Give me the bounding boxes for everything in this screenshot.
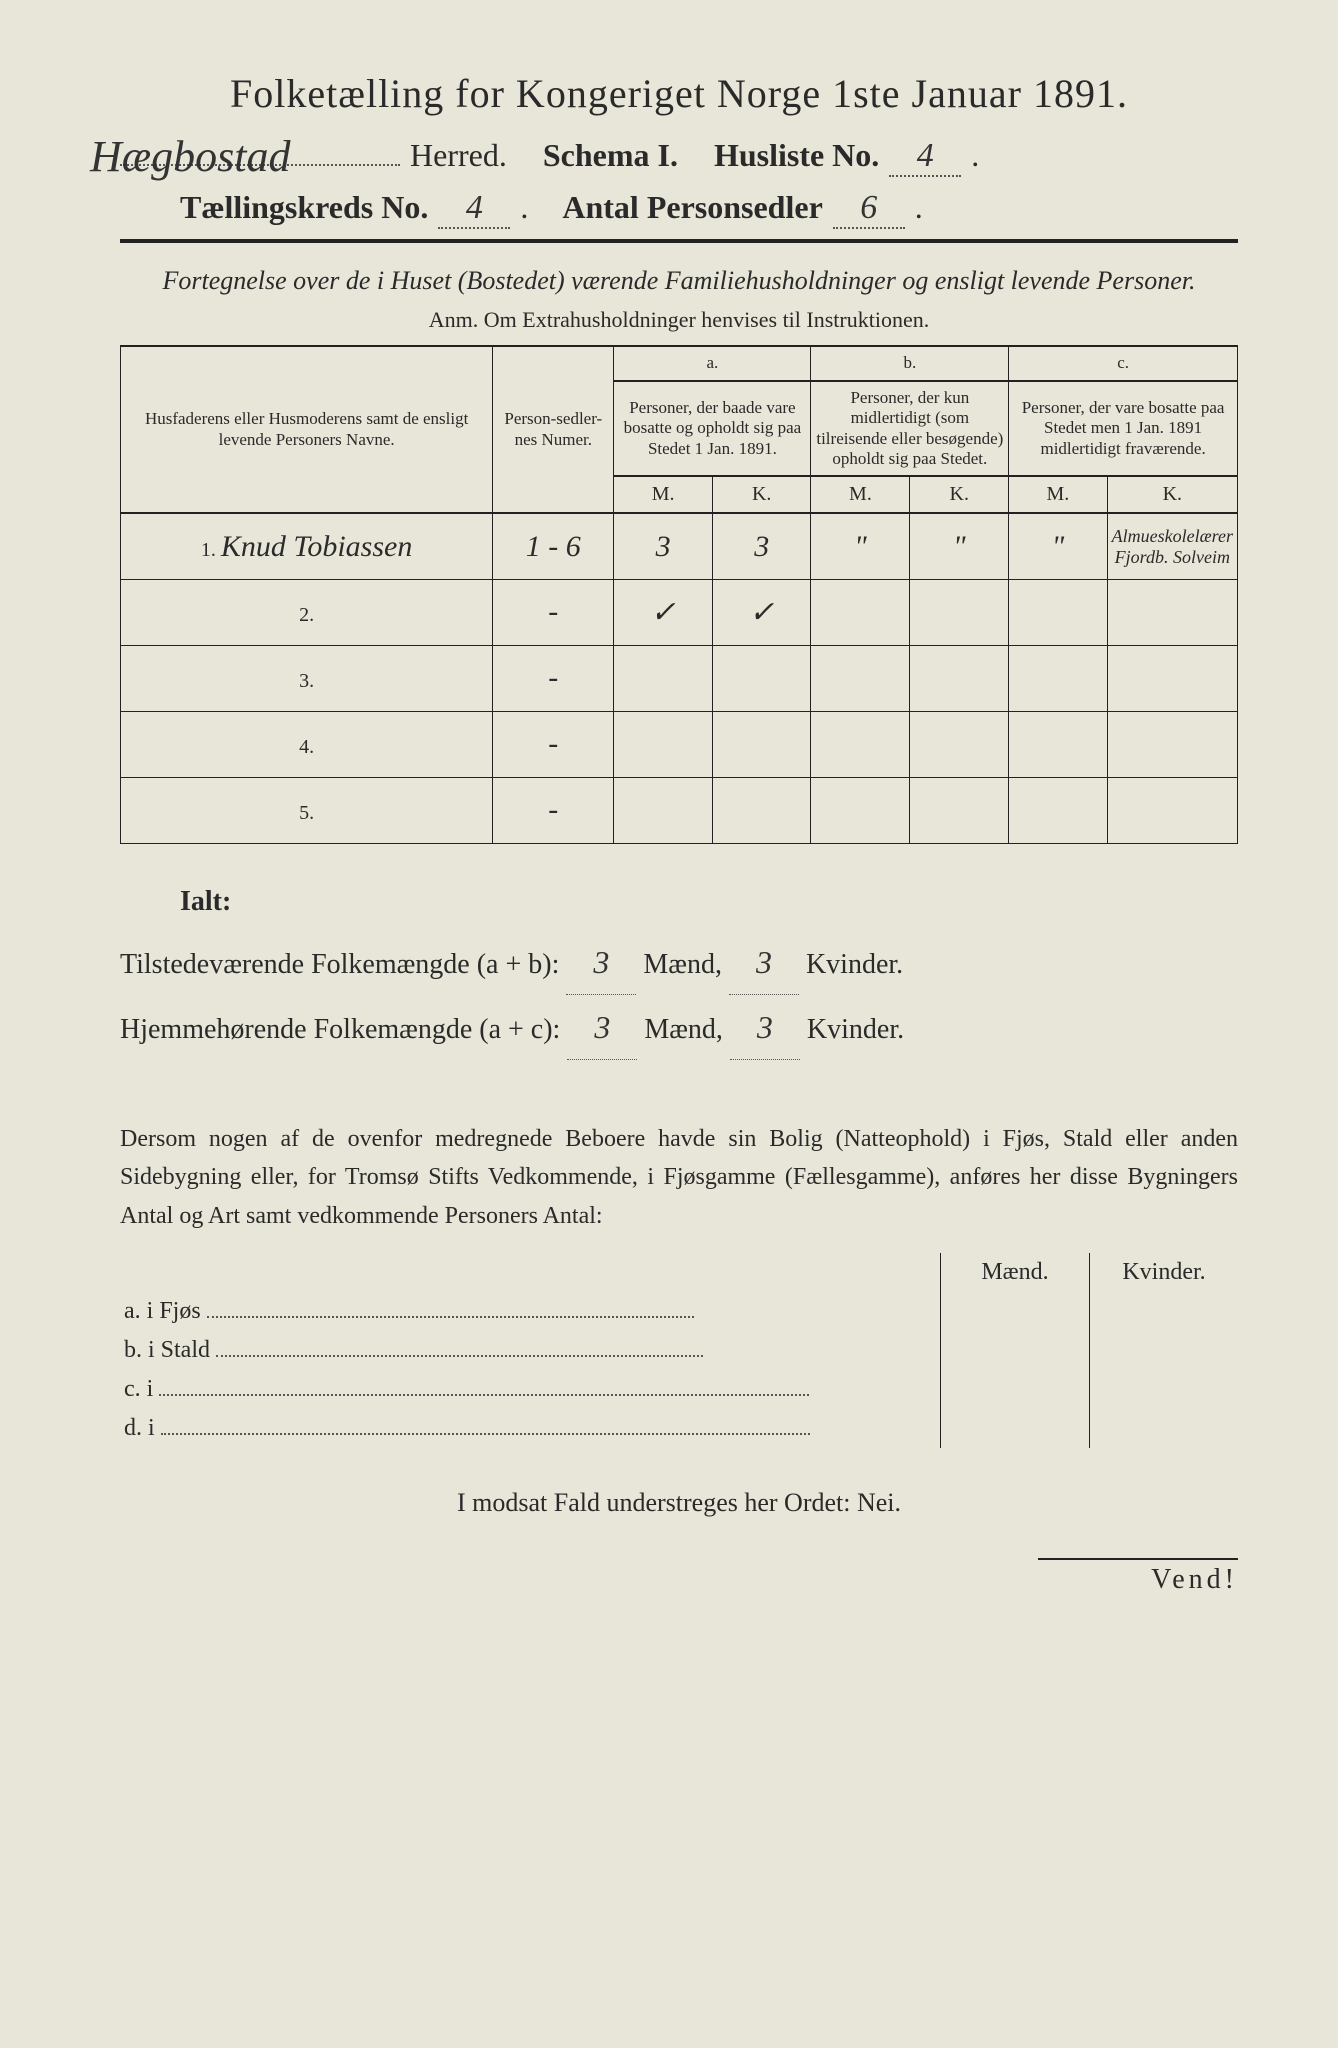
antal-personsedler: 6 <box>833 189 905 229</box>
husliste-no: 4 <box>889 137 961 177</box>
census-table: Husfaderens eller Husmoderens samt de en… <box>120 345 1238 843</box>
kvinder-label-1: Kvinder. <box>806 949 903 980</box>
tilstede-k: 3 <box>729 930 799 995</box>
a-k: K. <box>712 476 811 513</box>
ialt-label: Ialt: <box>180 874 1238 930</box>
divider-top <box>120 239 1238 243</box>
table-row: 4. - <box>121 711 1238 777</box>
ab-b: b. i Stald <box>124 1337 210 1363</box>
hjemme-k: 3 <box>730 995 800 1060</box>
modsat-line: I modsat Fald understreges her Ordet: Ne… <box>120 1488 1238 1518</box>
kvinder-label-2: Kvinder. <box>807 1014 904 1045</box>
ab-maend: Mænd. <box>941 1253 1090 1292</box>
b-k: K. <box>910 476 1009 513</box>
tilstede-m: 3 <box>566 930 636 995</box>
hjemme-label: Hjemmehørende Folkemængde (a + c): <box>120 1002 560 1058</box>
ab-a: a. i Fjøs <box>124 1298 201 1324</box>
ab-c: c. i <box>124 1376 153 1402</box>
schema-label: Schema I. <box>543 137 678 174</box>
herred-line: Hægbostad Herred. Schema I. Husliste No.… <box>120 137 1238 177</box>
herred-label: Herred. <box>410 137 507 174</box>
col-b: Personer, der kun midlertidigt (som tilr… <box>811 381 1009 477</box>
b-m: M. <box>811 476 910 513</box>
antal-label: Antal Personsedler <box>562 189 822 226</box>
herred-handwritten: Hægbostad <box>90 131 290 182</box>
kreds-line: Tællingskreds No. 4. Antal Personsedler … <box>180 189 1238 229</box>
table-row: 3. - <box>121 645 1238 711</box>
c-k: K. <box>1107 476 1237 513</box>
col-c-top: c. <box>1009 346 1238 380</box>
hjemme-m: 3 <box>567 995 637 1060</box>
page-title: Folketælling for Kongeriget Norge 1ste J… <box>120 70 1238 117</box>
taellingskreds-label: Tællingskreds No. <box>180 189 428 226</box>
husliste-label: Husliste No. <box>714 137 879 174</box>
totals-block: Ialt: Tilstedeværende Folkemængde (a + b… <box>120 874 1238 1060</box>
table-row: 1. Knud Tobiassen1 - 633"""Almueskolelær… <box>121 513 1238 579</box>
maend-label-1: Mænd, <box>643 949 722 980</box>
sidebygning-paragraph: Dersom nogen af de ovenfor medregnede Be… <box>120 1120 1238 1235</box>
col-num: Person-sedler-nes Numer. <box>493 346 614 513</box>
col-b-top: b. <box>811 346 1009 380</box>
ab-d: d. i <box>124 1415 155 1441</box>
vend-label: Vend! <box>1038 1558 1238 1596</box>
col-a-top: a. <box>614 346 811 380</box>
a-m: M. <box>614 476 713 513</box>
c-m: M. <box>1009 476 1107 513</box>
anm-note: Anm. Om Extrahusholdninger henvises til … <box>120 307 1238 333</box>
table-row: 2. -✓✓ <box>121 579 1238 645</box>
col-a: Personer, der baade vare bosatte og opho… <box>614 381 811 477</box>
col-name: Husfaderens eller Husmoderens samt de en… <box>121 346 493 513</box>
col-c: Personer, der vare bosatte paa Stedet me… <box>1009 381 1238 477</box>
subtitle: Fortegnelse over de i Huset (Bostedet) v… <box>120 263 1238 299</box>
ab-kvinder: Kvinder. <box>1090 1253 1239 1292</box>
tilstede-label: Tilstedeværende Folkemængde (a + b): <box>120 937 559 993</box>
table-row: 5. - <box>121 777 1238 843</box>
maend-label-2: Mænd, <box>644 1014 723 1045</box>
sidebygning-table: Mænd. Kvinder. a. i Fjøs b. i Stald c. i… <box>120 1253 1238 1448</box>
taellingskreds-no: 4 <box>438 189 510 229</box>
